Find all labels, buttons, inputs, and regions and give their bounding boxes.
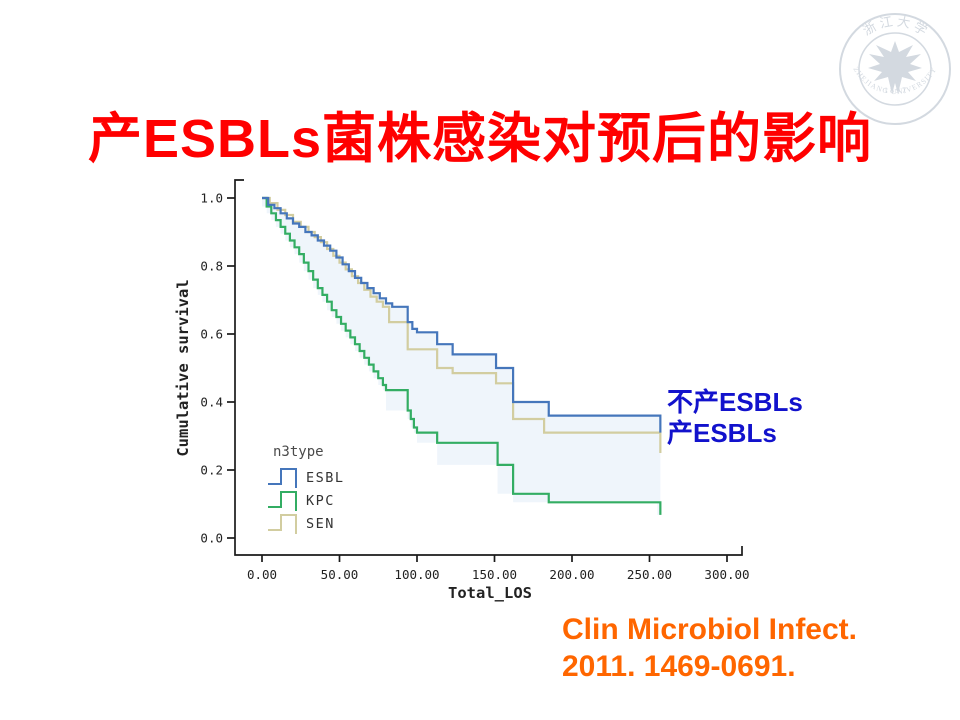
x-tick-label: 50.00 (321, 567, 359, 582)
axes-frame (234, 179, 743, 556)
legend-label-sen: SEN (306, 516, 335, 532)
legend-label-kpc: KPC (306, 493, 335, 509)
y-tick-label: 1.0 (200, 191, 223, 206)
legend-swatch-sen (268, 514, 297, 534)
legend-swatch-esbl (268, 468, 297, 488)
survival-curve-esbl (262, 196, 662, 433)
x-tick-label: 250.00 (627, 567, 672, 582)
slide-title: 产ESBLs菌株感染对预后的影响 (87, 109, 873, 170)
y-tick-label: 0.8 (200, 259, 223, 274)
confidence-band-fill (262, 198, 661, 515)
legend-title: n3type (273, 444, 324, 460)
citation-text: Clin Microbiol Infect. 2011. 1469-0691. (562, 611, 857, 685)
seal-top-text: 浙 江 大 学 (860, 14, 930, 38)
x-tick-label: 0.00 (247, 567, 277, 582)
annotation-esbl-label: 产ESBLs (667, 418, 777, 448)
x-tick-label: 300.00 (704, 567, 749, 582)
legend-label-esbl: ESBL (306, 470, 345, 486)
y-axis-title: Cumulative survival (174, 279, 192, 456)
svg-text:浙 江 大 学: 浙 江 大 学 (860, 14, 930, 38)
seal-inner-ring (858, 32, 932, 106)
legend-swatch-kpc (268, 491, 297, 511)
seal-outer-ring (839, 13, 951, 125)
annotation-non-esbl-label: 不产ESBLs (667, 387, 803, 417)
survival-chart: 0.00 50.00 100.00 150.00 200.00 250.00 300.00 0… (174, 179, 750, 602)
curve-annotations: 不产ESBLs 产ESBLs (667, 387, 803, 449)
y-tick-label: 0.2 (200, 463, 223, 478)
y-tick-label: 0.4 (200, 395, 223, 410)
zhejiang-university-seal-icon: 1 8 9 7 浙 江 大 学 ZHEJIANG UNIVERSITY (839, 13, 951, 125)
seal-eagle-icon (868, 41, 922, 94)
citation-line-1: Clin Microbiol Infect. (562, 613, 858, 646)
citation-line-2: 2011. 1469-0691. (562, 650, 796, 683)
y-tick-label: 0.6 (200, 327, 223, 342)
x-tick-label: 150.00 (472, 567, 517, 582)
x-tick-label: 100.00 (394, 567, 439, 582)
y-tick-label: 0.0 (200, 531, 223, 546)
seal-year: 1 8 9 7 (884, 86, 906, 95)
chart-legend: n3type ESBL KPC SEN (268, 444, 345, 534)
x-tick-label: 200.00 (549, 567, 594, 582)
survival-curve-kpc (262, 196, 662, 515)
x-axis-title: Total_LOS (448, 584, 532, 602)
